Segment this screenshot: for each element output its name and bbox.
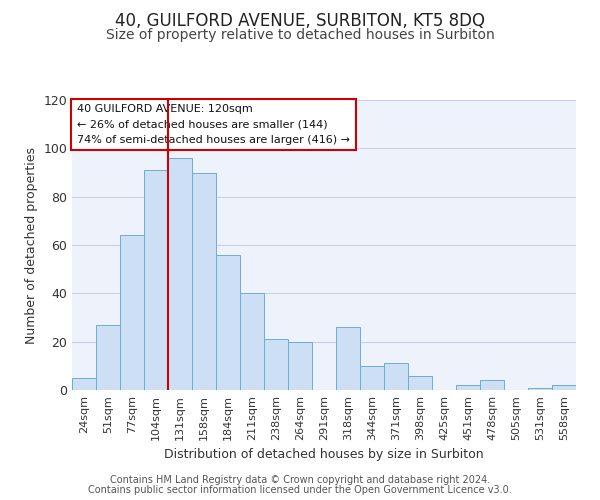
Bar	[72, 378, 96, 390]
Bar	[288, 342, 312, 390]
Bar	[336, 327, 360, 390]
Bar	[528, 388, 552, 390]
Y-axis label: Number of detached properties: Number of detached properties	[25, 146, 38, 344]
Bar	[384, 364, 408, 390]
Bar	[456, 385, 480, 390]
Bar	[216, 254, 240, 390]
Bar	[96, 325, 120, 390]
Bar	[480, 380, 504, 390]
Bar	[168, 158, 192, 390]
Bar	[360, 366, 384, 390]
Bar	[408, 376, 432, 390]
Bar	[552, 385, 576, 390]
Bar	[120, 236, 144, 390]
Text: 40, GUILFORD AVENUE, SURBITON, KT5 8DQ: 40, GUILFORD AVENUE, SURBITON, KT5 8DQ	[115, 12, 485, 30]
Text: Contains HM Land Registry data © Crown copyright and database right 2024.: Contains HM Land Registry data © Crown c…	[110, 475, 490, 485]
Bar	[144, 170, 168, 390]
Text: Contains public sector information licensed under the Open Government Licence v3: Contains public sector information licen…	[88, 485, 512, 495]
Bar	[240, 294, 264, 390]
Bar	[192, 172, 216, 390]
Text: Size of property relative to detached houses in Surbiton: Size of property relative to detached ho…	[106, 28, 494, 42]
Text: 40 GUILFORD AVENUE: 120sqm
← 26% of detached houses are smaller (144)
74% of sem: 40 GUILFORD AVENUE: 120sqm ← 26% of deta…	[77, 104, 350, 145]
X-axis label: Distribution of detached houses by size in Surbiton: Distribution of detached houses by size …	[164, 448, 484, 462]
Bar	[264, 339, 288, 390]
